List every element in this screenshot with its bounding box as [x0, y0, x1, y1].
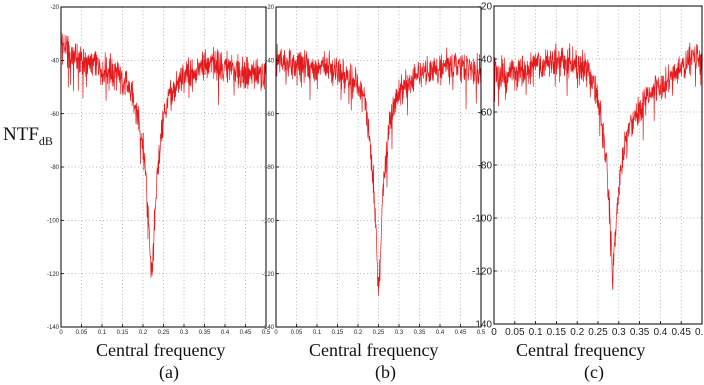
- x-tick-label: 0.45: [240, 330, 252, 336]
- panel-c: 140 -120 -100 -80 -60 -40 -20 0 0.05 0.1 0.15 0.2 0.…: [472, 2, 704, 339]
- y-tick-label: 140: [475, 320, 492, 331]
- x-tick-label: 0.05: [76, 330, 88, 336]
- x-tick-label: 0.2: [570, 327, 584, 338]
- x-tick-label: 0.05: [505, 327, 525, 338]
- y-tick-label: -140: [262, 325, 275, 331]
- panel-c-xlabel: Central frequency: [516, 340, 646, 360]
- panel-a: -140 -120 -100 -80 -60 -40 -20 0 0.05 0.1 0.15 0.2 0…: [47, 5, 271, 336]
- x-tick-label: 0.15: [332, 330, 344, 336]
- y-tick-label: -100: [47, 218, 60, 224]
- x-tick-label: 0.3: [395, 330, 404, 336]
- x-tick-label: 0.45: [671, 327, 691, 338]
- x-tick-label: 0: [491, 327, 497, 338]
- panel-c-caption: (c): [584, 362, 604, 382]
- y-tick-label: -80: [478, 161, 493, 172]
- y-tick-label: -20: [478, 2, 493, 13]
- panel-a-xlabel: Central frequency: [96, 340, 226, 360]
- x-tick-label: 0.1: [313, 330, 322, 336]
- x-tick-label: 0.2: [354, 330, 363, 336]
- y-tick-label: -60: [478, 108, 493, 119]
- x-tick-label: 0.45: [455, 330, 467, 336]
- x-tick-label: 0.15: [547, 327, 567, 338]
- series-line: [493, 42, 703, 291]
- y-tick-label: -20: [50, 5, 59, 11]
- y-tick-label: -40: [265, 58, 274, 64]
- x-tick-label: 0.25: [373, 330, 385, 336]
- y-tick-label: -20: [265, 5, 274, 11]
- x-tick-label: 0.3: [612, 327, 626, 338]
- panel-a-caption: (a): [159, 362, 179, 382]
- y-tick-label: -80: [50, 165, 59, 171]
- y-tick-label: -40: [50, 58, 59, 64]
- y-tick-label: -80: [265, 165, 274, 171]
- y-tick-label: -120: [472, 267, 492, 278]
- x-tick-label: 0.1: [98, 330, 107, 336]
- y-axis-label: NTFdB: [3, 124, 53, 148]
- y-tick-label: -100: [472, 214, 492, 225]
- series-line: [60, 31, 267, 278]
- x-tick-label: 0.35: [414, 330, 426, 336]
- series-line: [275, 43, 482, 296]
- y-tick-label: -120: [47, 272, 60, 278]
- x-tick-label: 0.25: [158, 330, 170, 336]
- panel-b-caption: (b): [375, 362, 396, 382]
- y-tick-label: -40: [478, 55, 493, 66]
- x-tick-label: 0.5: [262, 330, 271, 336]
- y-tick-label: -60: [265, 112, 274, 118]
- x-tick-label: 0: [274, 330, 278, 336]
- x-tick-label: 0.2: [139, 330, 148, 336]
- y-tick-label: -120: [262, 272, 275, 278]
- x-tick-label: 0.3: [180, 330, 189, 336]
- panel-b-xlabel: Central frequency: [309, 340, 439, 360]
- x-tick-label: 0: [59, 330, 63, 336]
- x-tick-label: 0.35: [199, 330, 211, 336]
- x-tick-label: 0.15: [117, 330, 129, 336]
- x-tick-label: 0.5: [695, 327, 704, 338]
- x-tick-label: 0.25: [588, 327, 608, 338]
- x-tick-label: 0.05: [291, 330, 303, 336]
- x-tick-label: 0.4: [221, 330, 230, 336]
- x-tick-label: 0.35: [630, 327, 650, 338]
- x-tick-label: 0.5: [477, 330, 486, 336]
- x-tick-label: 0.1: [529, 327, 543, 338]
- panel-b: -140 -120 -100 -80 -60 -40 -20 0 0.05 0.1 0.15 0.2 0…: [262, 5, 486, 336]
- y-tick-label: -60: [50, 112, 59, 118]
- x-tick-label: 0.4: [436, 330, 445, 336]
- x-tick-label: 0.4: [653, 327, 667, 338]
- y-tick-label: -140: [47, 325, 60, 331]
- y-tick-label: -100: [262, 218, 275, 224]
